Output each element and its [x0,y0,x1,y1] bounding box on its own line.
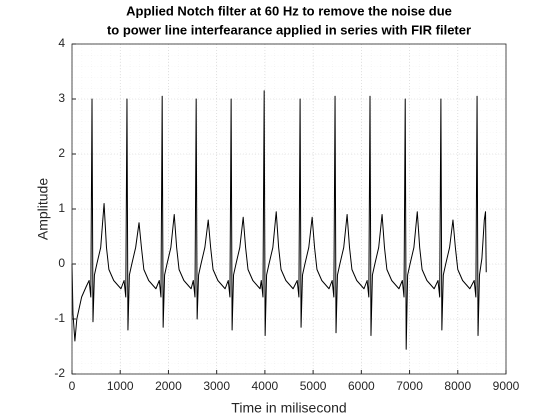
y-tick-label: 4 [58,36,65,50]
x-tick-label: 3000 [203,379,230,393]
y-tick-label: 2 [58,146,65,160]
x-tick-label: 9000 [493,379,520,393]
x-tick-label: 2000 [155,379,182,393]
y-tick-label: -1 [54,311,65,325]
x-tick-label: 7000 [396,379,423,393]
y-tick-label: -2 [54,366,65,380]
x-tick-label: 0 [69,379,76,393]
y-tick-label: 1 [58,201,65,215]
data-line [71,90,487,350]
y-tick-label: 0 [58,256,65,270]
x-tick-label: 6000 [348,379,375,393]
x-axis-label: Time in milisecond [231,400,346,416]
chart-title: to power line interfearance applied in s… [107,22,471,37]
x-tick-label: 8000 [444,379,471,393]
chart-title: Applied Notch filter at 60 Hz to remove … [126,3,452,18]
y-axis-label: Amplitude [35,178,51,240]
x-tick-label: 1000 [107,379,134,393]
x-tick-label: 4000 [252,379,279,393]
axes-box [71,43,507,375]
y-tick-label: 3 [58,91,65,105]
x-tick-label: 5000 [300,379,327,393]
